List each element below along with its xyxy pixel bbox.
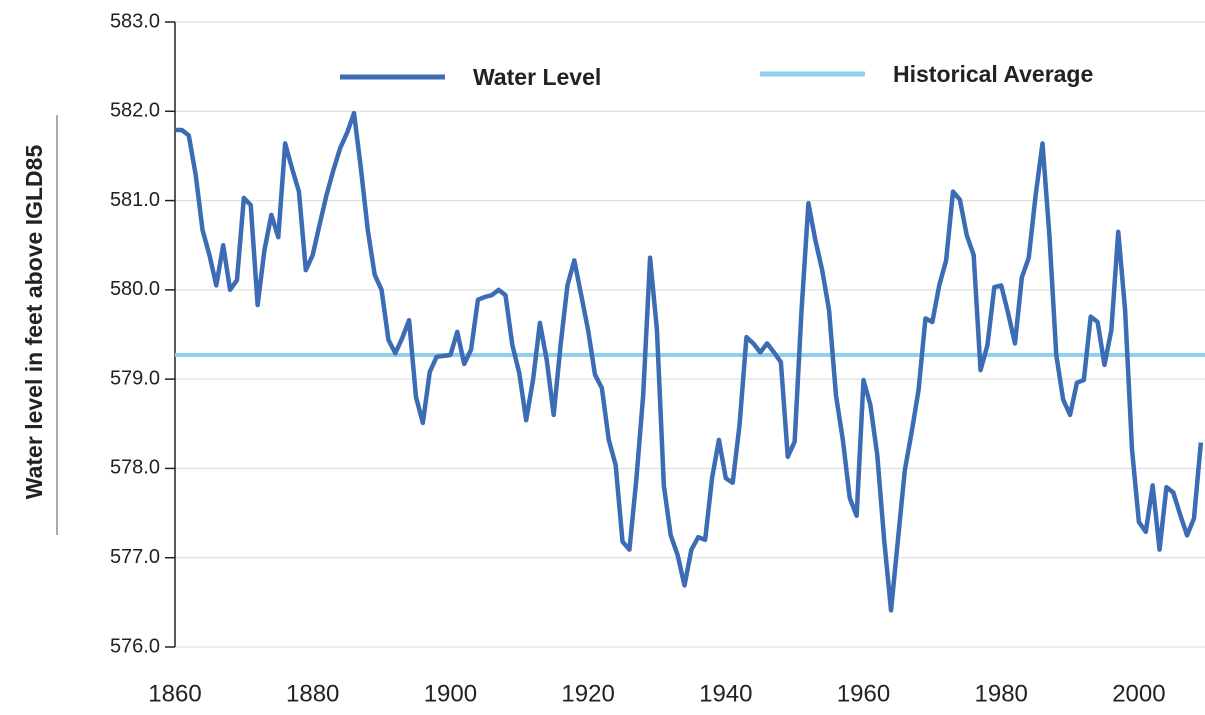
x-tick-label: 2000 (1112, 680, 1165, 707)
x-tick-label: 1860 (148, 680, 201, 707)
y-tick-label: 577.0 (110, 546, 160, 568)
y-tick-label: 580.0 (110, 278, 160, 300)
legend-label: Historical Average (893, 61, 1093, 87)
y-tick-label: 578.0 (110, 457, 160, 479)
x-tick-label: 1960 (837, 680, 890, 707)
x-tick-label: 1980 (975, 680, 1028, 707)
y-tick-label: 582.0 (110, 100, 160, 122)
x-tick-label: 1900 (424, 680, 477, 707)
x-tick-label: 1920 (561, 680, 614, 707)
y-axis-label: Water level in feet above IGLD85 (21, 145, 47, 500)
x-tick-label: 1880 (286, 680, 339, 707)
data-line (175, 110, 1204, 613)
y-tick-label: 579.0 (110, 367, 160, 389)
legend-label: Water Level (473, 64, 601, 90)
y-tick-label: 583.0 (110, 10, 160, 32)
y-tick-label: 576.0 (110, 635, 160, 657)
x-tick-label: 1940 (699, 680, 752, 707)
y-tick-label: 581.0 (110, 189, 160, 211)
